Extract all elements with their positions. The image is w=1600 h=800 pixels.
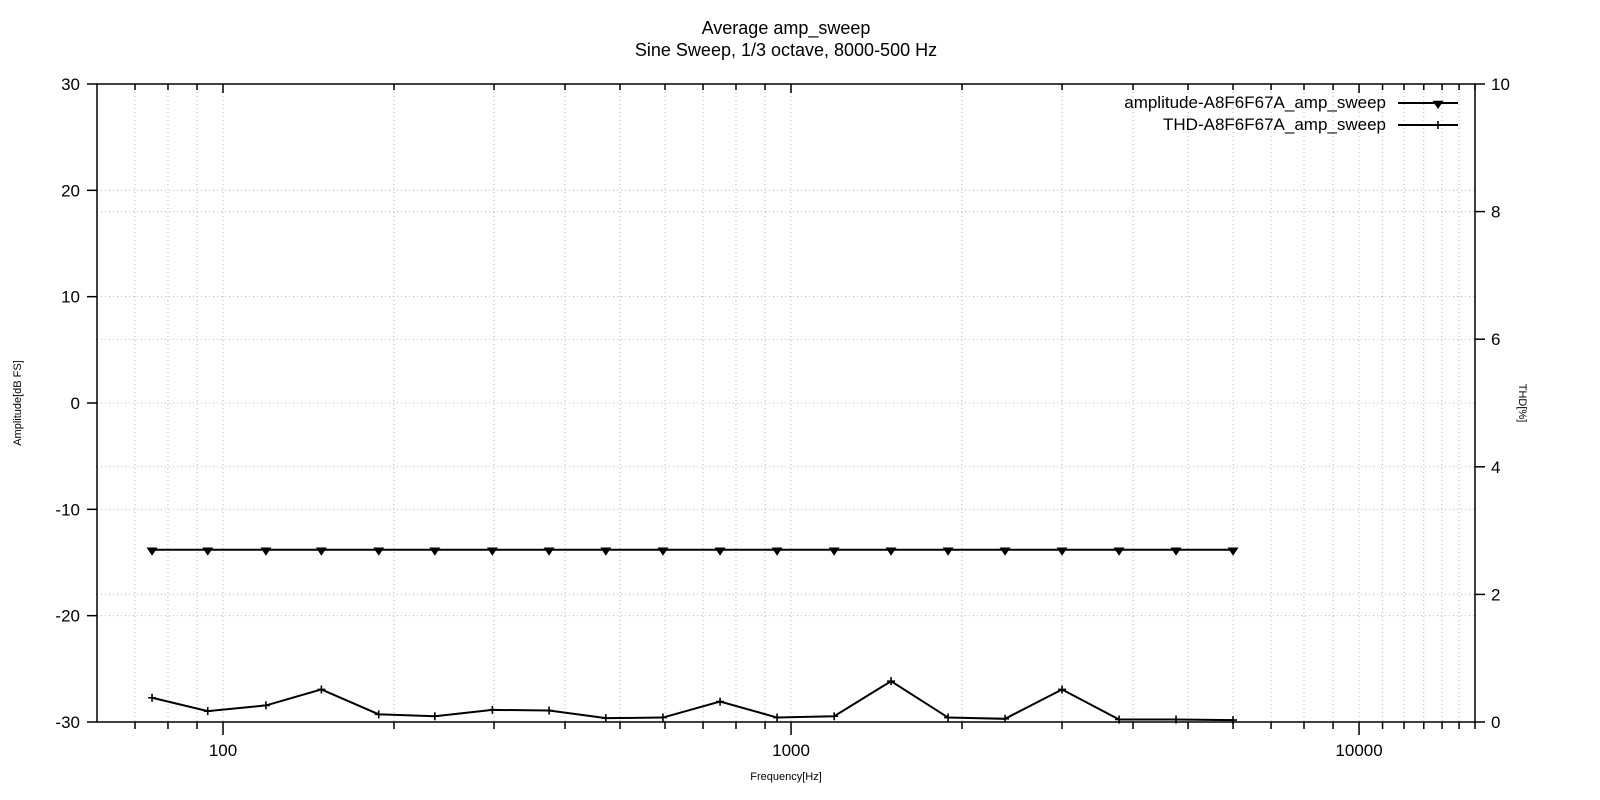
x-axis-label: Frequency[Hz] bbox=[750, 771, 822, 783]
triangle-down-marker-icon bbox=[885, 547, 897, 556]
y-axis-label: Amplitude[dB FS] bbox=[12, 360, 24, 446]
x-tick-label: 10000 bbox=[1335, 741, 1382, 760]
y-tick-label: -20 bbox=[55, 607, 80, 626]
triangle-down-marker-icon bbox=[486, 547, 498, 556]
plus-marker-icon bbox=[1001, 714, 1010, 723]
plus-marker-icon bbox=[148, 693, 157, 702]
triangle-down-marker-icon bbox=[1432, 100, 1444, 109]
plus-marker-icon bbox=[1058, 685, 1067, 694]
plus-marker-icon bbox=[1115, 715, 1124, 724]
amplitude-series-marker-icon bbox=[1398, 100, 1458, 109]
y2-tick-label: 10 bbox=[1491, 75, 1510, 94]
plus-marker-icon bbox=[773, 713, 782, 722]
plus-marker-icon bbox=[488, 705, 497, 714]
triangle-down-marker-icon bbox=[543, 547, 555, 556]
plus-marker-icon bbox=[374, 710, 383, 719]
plus-marker-icon bbox=[1229, 716, 1238, 725]
plus-marker-icon bbox=[261, 701, 270, 710]
triangle-down-marker-icon bbox=[771, 547, 783, 556]
y2-axis-label: THD[%] bbox=[1516, 383, 1528, 423]
plus-marker-icon bbox=[1172, 715, 1181, 724]
x-tick-label: 100 bbox=[209, 741, 237, 760]
triangle-down-marker-icon bbox=[942, 547, 954, 556]
chart-title: Average amp_sweep bbox=[701, 18, 871, 38]
y-tick-label: 0 bbox=[71, 394, 80, 413]
triangle-down-marker-icon bbox=[1113, 547, 1125, 556]
y2-tick-label: 6 bbox=[1491, 330, 1500, 349]
y-tick-label: 20 bbox=[61, 181, 80, 200]
y2-tick-label: 0 bbox=[1491, 713, 1500, 732]
x-tick-label: 1000 bbox=[772, 741, 810, 760]
triangle-down-marker-icon bbox=[999, 547, 1011, 556]
triangle-down-marker-icon bbox=[657, 547, 669, 556]
y-tick-label: -30 bbox=[55, 713, 80, 732]
legend-item-amplitude: amplitude-A8F6F67A_amp_sweep bbox=[1124, 92, 1460, 114]
thd-series-marker-icon bbox=[1398, 121, 1458, 129]
y-tick-label: 10 bbox=[61, 288, 80, 307]
triangle-down-marker-icon bbox=[600, 547, 612, 556]
legend-item-thd: THD-A8F6F67A_amp_sweep bbox=[1124, 114, 1460, 136]
triangle-down-marker-icon bbox=[714, 547, 726, 556]
triangle-down-marker-icon bbox=[146, 547, 158, 556]
plus-marker-icon bbox=[716, 697, 725, 706]
triangle-down-marker-icon bbox=[429, 547, 441, 556]
plus-marker-icon bbox=[601, 714, 610, 723]
chart-subtitle: Sine Sweep, 1/3 octave, 8000-500 Hz bbox=[634, 40, 938, 60]
legend-label-amplitude: amplitude-A8F6F67A_amp_sweep bbox=[1124, 93, 1386, 112]
plus-marker-icon bbox=[203, 707, 212, 716]
legend: amplitude-A8F6F67A_amp_sweep THD-A8F6F67… bbox=[1124, 92, 1460, 136]
plus-marker-icon bbox=[1434, 121, 1442, 129]
plus-marker-icon bbox=[658, 713, 667, 722]
triangle-down-marker-icon bbox=[1056, 547, 1068, 556]
y2-tick-label: 2 bbox=[1491, 585, 1500, 604]
plus-marker-icon bbox=[887, 677, 896, 686]
triangle-down-marker-icon bbox=[1227, 547, 1239, 556]
y2-tick-label: 4 bbox=[1491, 458, 1500, 477]
triangle-down-marker-icon bbox=[373, 547, 385, 556]
triangle-down-marker-icon bbox=[260, 547, 272, 556]
series-line bbox=[151, 679, 1234, 722]
plus-marker-icon bbox=[545, 706, 554, 715]
y2-tick-label: 8 bbox=[1491, 203, 1500, 222]
triangle-down-marker-icon bbox=[202, 547, 214, 556]
legend-label-thd: THD-A8F6F67A_amp_sweep bbox=[1163, 115, 1386, 134]
plus-marker-icon bbox=[830, 712, 839, 721]
plus-marker-icon bbox=[944, 713, 953, 722]
plus-marker-icon bbox=[430, 712, 439, 721]
triangle-down-marker-icon bbox=[315, 547, 327, 556]
plus-marker-icon bbox=[317, 685, 326, 694]
triangle-down-marker-icon bbox=[828, 547, 840, 556]
y-tick-label: -10 bbox=[55, 500, 80, 519]
triangle-down-marker-icon bbox=[1170, 547, 1182, 556]
y-tick-label: 30 bbox=[61, 75, 80, 94]
